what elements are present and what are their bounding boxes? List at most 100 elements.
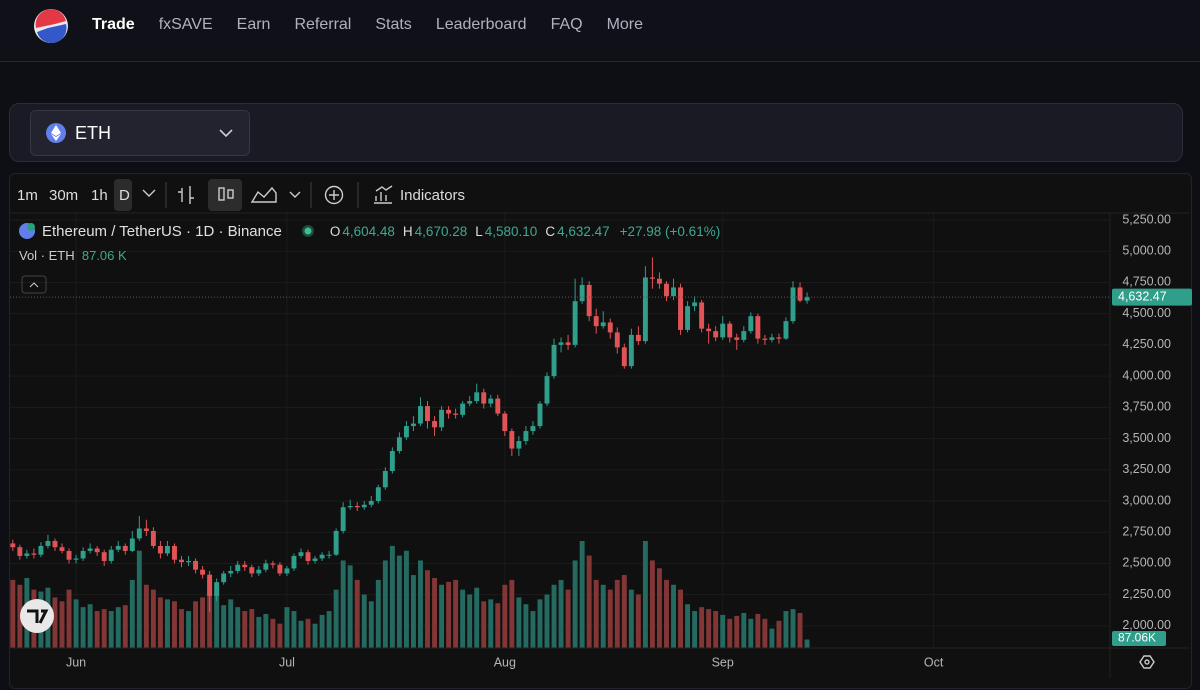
- candle-body: [31, 553, 37, 555]
- ohlc-letter: L: [475, 223, 483, 239]
- asset-selector[interactable]: ETH: [30, 110, 250, 156]
- nav-item[interactable]: Earn: [236, 16, 271, 33]
- candle-body: [136, 528, 142, 539]
- plot-area: [10, 213, 1110, 648]
- collapse-icon: [29, 282, 39, 288]
- candle-body: [38, 545, 44, 555]
- candle-body: [157, 545, 163, 554]
- volume-bar: [558, 579, 564, 648]
- candle-body: [804, 297, 810, 301]
- volume-bar: [432, 577, 437, 648]
- volume-bar: [537, 599, 543, 648]
- volume-bar: [382, 560, 388, 648]
- candle-body: [214, 582, 220, 596]
- candle-body: [228, 570, 234, 574]
- volume-bar: [143, 584, 149, 648]
- volume-bar: [368, 601, 374, 648]
- volume-bar: [354, 579, 360, 648]
- volume-bar: [481, 601, 487, 648]
- interval-button[interactable]: 1m: [17, 187, 38, 204]
- candle-body: [354, 505, 360, 508]
- volume-bar: [727, 618, 733, 648]
- candle-body: [368, 501, 374, 505]
- candle-body: [530, 426, 536, 432]
- candle-body: [17, 547, 23, 556]
- candle-body: [579, 284, 585, 302]
- candle-body: [150, 530, 156, 546]
- candle-body: [769, 337, 775, 340]
- y-tick-label: 5,250.00: [1122, 212, 1171, 226]
- volume-bar: [326, 611, 332, 648]
- y-tick-label: 2,500.00: [1122, 556, 1171, 570]
- candle-body: [516, 441, 522, 449]
- x-tick-label: Jul: [279, 655, 295, 669]
- y-tick-label: 3,500.00: [1122, 431, 1171, 445]
- volume-bar: [425, 570, 430, 648]
- candle-body: [221, 573, 227, 583]
- symbol-icon: [19, 223, 35, 239]
- candle-body: [685, 306, 691, 330]
- volume-bar: [298, 620, 304, 648]
- volume-bar: [228, 599, 234, 648]
- candle-body: [748, 316, 754, 332]
- nav-item[interactable]: More: [606, 16, 644, 33]
- collapse-button[interactable]: [21, 275, 47, 294]
- candle-body: [389, 451, 395, 472]
- volume-bar: [347, 565, 353, 648]
- volume-bar: [115, 607, 121, 648]
- candle-body: [375, 487, 381, 502]
- candle-body: [24, 553, 30, 556]
- candle-body: [347, 505, 353, 508]
- volume-bar: [642, 541, 648, 648]
- candle-body: [671, 287, 676, 297]
- interval-button[interactable]: D: [119, 187, 130, 204]
- volume-bar: [375, 579, 381, 648]
- candle-body: [73, 558, 79, 560]
- interval-button[interactable]: 1h: [91, 187, 108, 204]
- volume-bar: [509, 579, 515, 648]
- logo[interactable]: [31, 6, 71, 46]
- candle-body: [488, 398, 494, 404]
- candle-body: [115, 545, 121, 550]
- candle-body: [692, 302, 698, 307]
- candle-body: [600, 322, 606, 327]
- nav-item[interactable]: Trade: [92, 16, 135, 33]
- candle-body: [734, 337, 740, 340]
- volume-bar: [129, 579, 135, 648]
- status-dot: [301, 225, 314, 237]
- volume-bar: [136, 550, 142, 648]
- volume-bar: [263, 613, 269, 648]
- volume-bar: [523, 604, 529, 648]
- candle-body: [523, 431, 529, 442]
- candle-body: [439, 409, 445, 428]
- candle-body: [699, 302, 705, 329]
- candle-body: [242, 564, 248, 568]
- volume-bar: [10, 579, 16, 648]
- x-tick-label: Sep: [712, 655, 734, 669]
- candle-body: [291, 555, 297, 569]
- y-tick-label: 4,750.00: [1122, 275, 1171, 289]
- nav-item[interactable]: FAQ: [550, 16, 583, 33]
- candle-body: [129, 538, 135, 551]
- y-tick-label: 3,000.00: [1122, 493, 1171, 507]
- volume-bar: [776, 620, 782, 648]
- candle-type-active-bg: [208, 179, 242, 211]
- indicators-button[interactable]: Indicators: [400, 187, 466, 204]
- nav-item[interactable]: Leaderboard: [435, 16, 527, 33]
- candle-body: [193, 560, 199, 570]
- candle-body: [649, 277, 655, 279]
- y-tick-label: 2,000.00: [1122, 618, 1171, 632]
- nav-item[interactable]: Referral: [294, 16, 352, 33]
- nav-item[interactable]: fxSAVE: [158, 16, 213, 33]
- nav-item[interactable]: Stats: [375, 16, 412, 33]
- eth-icon: [46, 123, 66, 143]
- volume-bar: [635, 594, 641, 648]
- volume-bar: [108, 611, 114, 648]
- volume-bar: [572, 560, 578, 648]
- interval-button[interactable]: 30m: [49, 187, 79, 204]
- candle-body: [607, 322, 613, 333]
- volume-bar: [59, 601, 65, 648]
- volume-box: [1112, 631, 1166, 646]
- volume-bar: [685, 604, 691, 648]
- toolbar-icons[interactable]: [142, 182, 1155, 669]
